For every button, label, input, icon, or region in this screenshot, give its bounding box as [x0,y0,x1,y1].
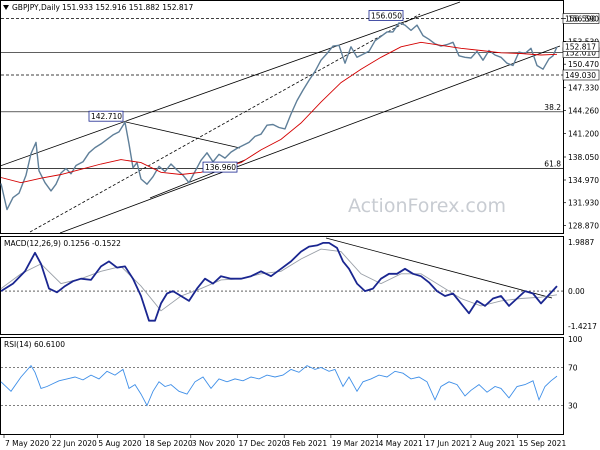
time-tick-label-0: 7 May 2020 [5,439,49,448]
time-tick-label-4: 3 Nov 2020 [192,439,235,448]
moving-average [0,41,558,184]
time-tick-label-5: 17 Dec 2020 [239,439,287,448]
price-axis: 156.590153.530150.470147.330144.260141.2… [562,15,600,231]
macd-panel: 1.9887 0.00 -1.4217 [0,238,597,331]
time-tick-label-7: 19 Mar 2021 [332,439,380,448]
ma-line [0,41,558,184]
time-tick-label-1: 22 Jun 2020 [52,439,97,448]
price-series [0,22,558,211]
price-tick-label-9: 128.870 [568,222,599,231]
horizontal-levels: 156.590 152.010 149.030 38.2 61.8 [1,13,600,169]
callout-box-1 [88,110,124,122]
rsi-axis-label-1: 70 [568,364,578,373]
time-tick-label-8: 4 May 2021 [379,439,423,448]
price-tick-label-6: 138.050 [568,153,599,162]
fib-label-3: 38.2 [544,103,561,112]
macd-axis-label-0: 1.9887 [568,238,594,247]
macd-line [0,242,558,322]
time-tick-label-3: 18 Sep 2020 [145,439,193,448]
channel-lower-line [59,45,561,234]
macd-signal-line [0,248,558,312]
callout-text-2: 136.960 [205,163,236,172]
level-tag-0: 156.590 [565,15,596,24]
macd-axis-label-1: 0.00 [568,287,585,296]
macd-label: MACD(12,26,9) 0.1256 -0.1522 [4,239,121,248]
macd-axis-label-2: -1.4217 [568,322,597,331]
fib-label-4: 61.8 [544,160,561,169]
title-triangle-icon [3,5,9,10]
level-tag-box-2 [562,69,600,81]
time-tick-label-10: 2 Aug 2021 [472,439,515,448]
price-tick-label-2: 150.470 [568,60,599,69]
rsi-line [0,364,558,407]
triangle-upper-line [125,121,241,149]
chart-title: GBPJPY,Daily [12,3,61,12]
macd-panel-frame [0,236,564,335]
price-tick-label-4: 144.260 [568,107,599,116]
time-axis: 7 May 2020 22 Jun 2020 5 Aug 2020 18 Sep 20… [3,435,567,448]
price-line [0,22,558,211]
level-tag-2: 149.030 [565,71,596,80]
time-tick-label-11: 15 Sep 2021 [519,439,567,448]
trendlines [0,1,561,299]
rsi-label: RSI(14) 60.6100 [4,340,65,349]
rsi-axis-label-0: 100 [568,335,583,344]
callout-box-0 [368,10,404,21]
rsi-panel: 100 70 30 [0,335,583,411]
callout-text-0: 156.050 [371,12,402,21]
price-tick-label-5: 141.200 [568,129,599,138]
price-tick-label-7: 134.970 [568,176,599,185]
time-tick-label-2: 5 Aug 2020 [98,439,141,448]
time-tick-label-9: 17 Jun 2021 [425,439,470,448]
price-callouts: 156.050 142.710 136.960 [88,10,404,173]
channel-mid-line [29,13,421,233]
macd-trendline [325,237,553,299]
time-tick-label-6: 3 Feb 2021 [285,439,327,448]
price-panel-frame [0,0,564,234]
price-tick-label-0: 156.590 [568,15,599,24]
header-ohlc: 151.933 152.916 151.882 152.817 [62,3,193,12]
price-tick-label-8: 131.930 [568,199,599,208]
rsi-axis-label-2: 30 [568,402,578,411]
last-price-box [562,41,600,53]
watermark: ActionForex.com [348,195,506,217]
last-price-tag: 152.817 [565,43,596,52]
callout-text-1: 142.710 [91,112,122,121]
price-tick-label-3: 147.330 [568,84,599,93]
level-tag-1: 152.010 [565,49,596,58]
channel-upper-line [0,1,461,167]
callout-box-2 [202,161,238,173]
rsi-panel-frame [0,337,564,435]
